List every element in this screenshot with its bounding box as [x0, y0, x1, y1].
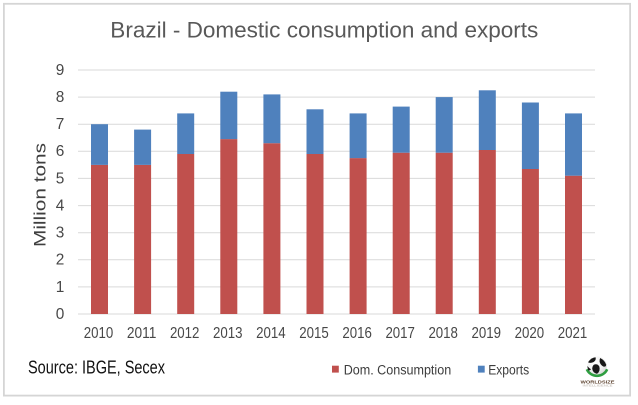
svg-text:Brazil - Domestic consumption: Brazil - Domestic consumption and export… — [110, 18, 538, 43]
svg-text:2: 2 — [56, 252, 65, 269]
svg-text:WORLDSIZE: WORLDSIZE — [581, 379, 615, 384]
svg-text:2010: 2010 — [84, 325, 114, 342]
svg-text:Dom. Consumption: Dom. Consumption — [344, 363, 452, 378]
svg-text:3: 3 — [56, 225, 65, 242]
svg-text:2014: 2014 — [256, 325, 286, 342]
svg-text:2017: 2017 — [385, 325, 415, 342]
svg-text:5: 5 — [56, 170, 65, 187]
svg-text:2021: 2021 — [558, 325, 588, 342]
svg-text:1: 1 — [56, 279, 65, 296]
svg-text:Exports: Exports — [488, 363, 529, 378]
svg-text:2020: 2020 — [515, 325, 545, 342]
svg-text:2013: 2013 — [213, 325, 243, 342]
svg-text:9: 9 — [56, 62, 65, 79]
svg-text:2018: 2018 — [428, 325, 458, 342]
svg-text:8: 8 — [56, 89, 65, 106]
svg-text:Source: IBGE, Secex: Source: IBGE, Secex — [28, 358, 165, 378]
svg-text:0: 0 — [56, 306, 65, 323]
svg-text:INTELLIGENCE: INTELLIGENCE — [583, 385, 614, 388]
svg-text:6: 6 — [56, 143, 65, 160]
svg-text:2019: 2019 — [472, 325, 502, 342]
svg-text:2012: 2012 — [170, 325, 200, 342]
svg-text:Million tons: Million tons — [30, 143, 49, 247]
svg-text:2011: 2011 — [127, 325, 157, 342]
svg-text:2016: 2016 — [342, 325, 372, 342]
svg-text:4: 4 — [56, 198, 65, 215]
svg-text:7: 7 — [56, 116, 65, 133]
svg-text:2015: 2015 — [299, 325, 329, 342]
